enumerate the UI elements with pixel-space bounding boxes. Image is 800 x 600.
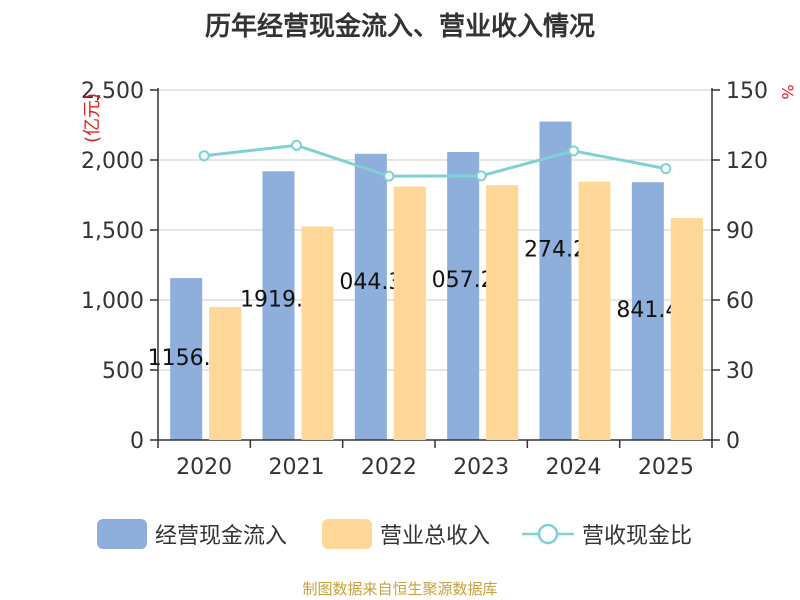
x-tick-label: 2022 [361, 455, 417, 480]
y-right-tick-label: 90 [726, 219, 754, 244]
chart-title: 历年经营现金流入、营业收入情况 [204, 12, 595, 42]
y-right-tick-label: 30 [726, 359, 754, 384]
ratio-point [198, 150, 210, 162]
y-right-tick-label: 0 [726, 429, 740, 454]
y-left-tick-label: 0 [130, 429, 144, 454]
legend-label-revenue: 营业总收入 [380, 524, 491, 549]
bar-cash-inflow [539, 121, 572, 440]
bar-revenue-overlay [393, 186, 426, 440]
y-left-tick-label: 500 [102, 359, 144, 384]
ratio-point [291, 139, 302, 151]
x-tick-label: 2020 [176, 455, 232, 480]
y-right-tick-label: 150 [726, 79, 768, 104]
x-tick-label: 2023 [453, 455, 509, 480]
data-label-cash-inflow: 274.2 [524, 238, 587, 263]
x-tick-label: 2024 [546, 455, 602, 480]
legend-item-ratio[interactable]: 营收现金比 [522, 518, 692, 550]
x-tick-label: 2021 [269, 455, 325, 480]
bar-cash-inflow [631, 182, 664, 441]
y-left-tick-label: 2,500 [81, 79, 144, 104]
legend-line-icon [522, 523, 574, 545]
data-label-cash-inflow: 057.2 [432, 268, 495, 293]
right-axis-unit: % [778, 84, 797, 99]
y-left-tick-label: 2,000 [81, 149, 144, 174]
data-label-cash-inflow: 044.3 [339, 270, 402, 295]
legend-swatch-revenue [322, 519, 372, 549]
legend-label-cash-inflow: 经营现金流入 [155, 524, 288, 549]
legend-item-cash-inflow[interactable]: 经营现金流入 [97, 518, 287, 550]
ratio-point [568, 145, 579, 157]
bar-cash-inflow [354, 153, 387, 440]
data-label-cash-inflow: 841.4 [616, 298, 679, 323]
bar-revenue-overlay [209, 307, 242, 440]
ratio-point [475, 170, 487, 182]
bar-cash-inflow [170, 278, 203, 440]
bar-revenue-overlay [578, 181, 611, 440]
y-left-tick-label: 1,500 [81, 219, 144, 244]
bar-cash-inflow [262, 171, 295, 440]
y-left-tick-label: 1,000 [81, 289, 144, 314]
ratio-line [203, 143, 667, 178]
bar-cash-inflow [447, 151, 480, 440]
ratio-point [660, 163, 672, 175]
ratio-point [383, 170, 395, 182]
legend-swatch-cash-inflow [97, 519, 147, 549]
bar-revenue-overlay [301, 226, 334, 440]
bar-revenue-overlay [670, 218, 703, 440]
source-note: 制图数据来自恒生聚源数据库 [302, 580, 498, 598]
legend-item-revenue[interactable]: 营业总收入 [322, 518, 490, 550]
y-right-tick-label: 60 [726, 289, 754, 314]
bar-revenue-overlay [486, 185, 519, 440]
left-axis-unit: (亿元) [82, 93, 103, 143]
y-right-tick-label: 120 [726, 149, 768, 174]
x-tick-label: 2025 [638, 455, 694, 480]
legend-label-ratio: 营收现金比 [582, 524, 693, 549]
